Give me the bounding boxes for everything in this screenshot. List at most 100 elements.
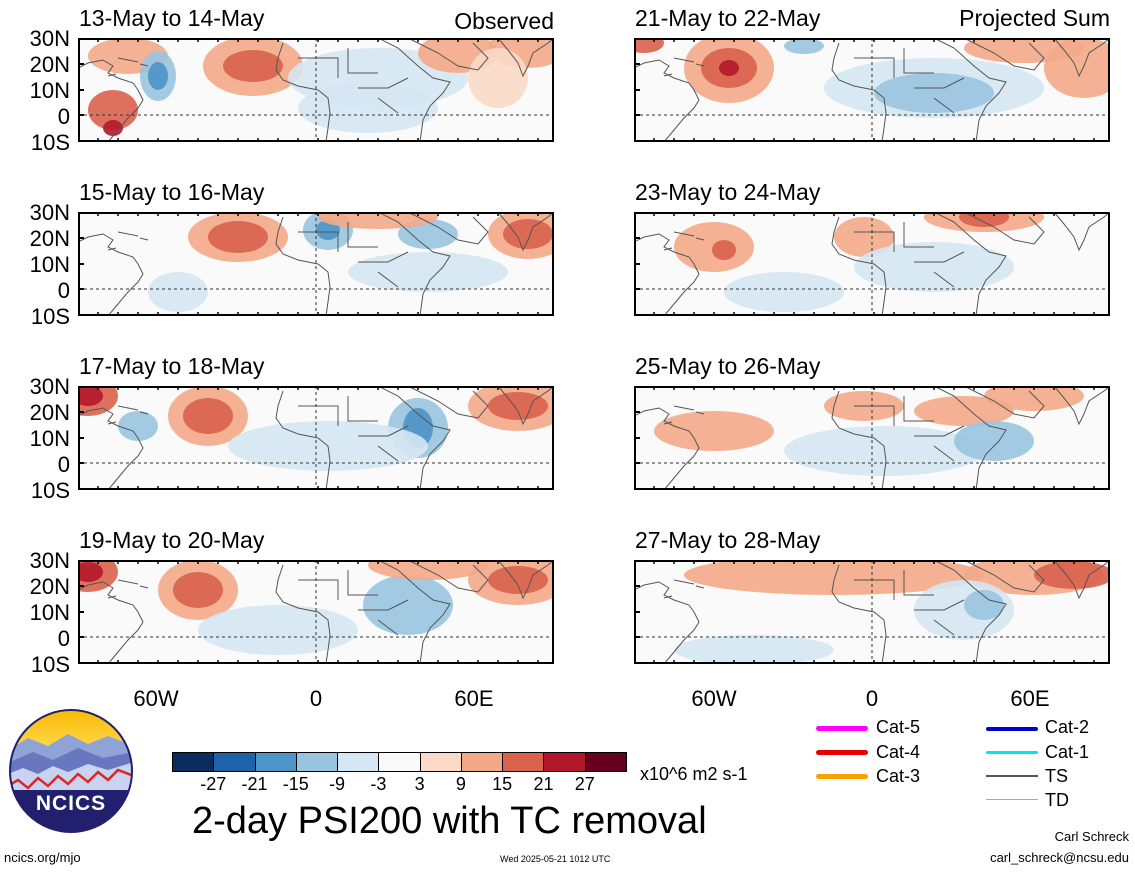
map-panel-projected-1 bbox=[634, 38, 1110, 142]
map-panel-observed-3 bbox=[78, 386, 554, 490]
anomaly-contour bbox=[712, 240, 736, 260]
lat-label: 0 bbox=[57, 452, 70, 477]
legend-line-cat2 bbox=[986, 727, 1038, 731]
coastline bbox=[831, 564, 887, 664]
panel-title-right-2: 23-May to 24-May bbox=[635, 179, 821, 205]
coastline bbox=[1053, 38, 1110, 78]
lat-label: 10S bbox=[30, 130, 70, 155]
lat-label: 20N bbox=[29, 400, 70, 425]
lat-label: 0 bbox=[57, 278, 70, 303]
anomaly-contour bbox=[173, 572, 223, 608]
colorbar-swatch bbox=[378, 752, 421, 772]
coastline bbox=[298, 48, 409, 114]
legend-label-cat2: Cat-2 bbox=[1045, 717, 1090, 737]
panel-title-left-2: 15-May to 16-May bbox=[79, 179, 265, 205]
anomaly-contour bbox=[654, 411, 774, 451]
lat-label: 10N bbox=[29, 426, 70, 451]
legend-label-cat3: Cat-3 bbox=[876, 766, 921, 786]
coastline bbox=[275, 390, 331, 490]
coastline bbox=[634, 581, 700, 664]
colorbar-units: x10^6 m2 s-1 bbox=[640, 764, 748, 784]
anomaly-contour bbox=[148, 272, 208, 312]
anomaly-contour bbox=[964, 590, 1004, 620]
colorbar-tick-label: -9 bbox=[329, 774, 346, 794]
lat-label: 30N bbox=[29, 200, 70, 225]
coastline bbox=[407, 386, 489, 419]
observed-label: Observed bbox=[454, 8, 554, 34]
lon-label: 60E bbox=[454, 686, 494, 711]
coastline bbox=[663, 579, 705, 599]
coastline bbox=[663, 231, 705, 251]
lat-label: 10N bbox=[29, 600, 70, 625]
panel-title-right-4: 27-May to 28-May bbox=[635, 527, 821, 553]
footer-url: ncics.org/mjo bbox=[4, 850, 81, 865]
legend-label-cat5: Cat-5 bbox=[876, 717, 921, 737]
legend-label-cat4: Cat-4 bbox=[876, 742, 921, 762]
colorbar-swatch bbox=[295, 752, 339, 772]
legend-label-td: TD bbox=[1045, 790, 1069, 810]
colorbar-swatch bbox=[460, 752, 504, 772]
coastline bbox=[933, 38, 1007, 142]
footer-author: Carl Schreck bbox=[1054, 829, 1129, 844]
anomaly-contour bbox=[784, 38, 824, 54]
anomaly-contour bbox=[914, 396, 1014, 426]
footer-email: carl_schreck@ncsu.edu bbox=[990, 850, 1129, 865]
coastline bbox=[107, 57, 149, 77]
colorbar-tick-label: 3 bbox=[414, 774, 425, 794]
panel-title-left-1: 13-May to 14-May bbox=[79, 5, 265, 31]
colorbar-swatch bbox=[172, 752, 215, 772]
lat-label: 30N bbox=[29, 374, 70, 399]
footer-timestamp: Wed 2025-05-21 1012 UTC bbox=[500, 854, 611, 864]
anomaly-contour bbox=[103, 120, 123, 136]
lat-label: 10S bbox=[30, 478, 70, 503]
coastline bbox=[407, 560, 489, 593]
coastline bbox=[275, 216, 331, 316]
anomaly-contour bbox=[874, 73, 994, 113]
ncics-logo-icon bbox=[9, 709, 133, 833]
coastline bbox=[78, 581, 144, 664]
coastline bbox=[634, 59, 700, 142]
anomaly-contour bbox=[503, 219, 553, 249]
map-panel-projected-3 bbox=[634, 386, 1110, 490]
panel-title-left-3: 17-May to 18-May bbox=[79, 353, 265, 379]
coastline bbox=[497, 212, 554, 252]
legend-line-ts bbox=[986, 775, 1038, 777]
legend-line-cat5 bbox=[816, 726, 868, 731]
anomaly-contour bbox=[198, 605, 358, 655]
lat-label: 20N bbox=[29, 574, 70, 599]
coastline bbox=[107, 579, 149, 599]
coastline bbox=[963, 560, 1045, 593]
coastline bbox=[497, 386, 554, 426]
coastline bbox=[377, 212, 451, 316]
coastline bbox=[407, 38, 489, 71]
coastline bbox=[634, 233, 700, 316]
anomaly-contour bbox=[223, 50, 283, 82]
anomaly-contour bbox=[118, 411, 158, 441]
panel-title-right-3: 25-May to 26-May bbox=[635, 353, 821, 379]
lat-label: 0 bbox=[57, 104, 70, 129]
coastline bbox=[831, 216, 887, 316]
lon-label: 0 bbox=[309, 686, 323, 711]
map-panel-observed-2 bbox=[78, 212, 554, 316]
colorbar-tick-label: 27 bbox=[574, 774, 595, 794]
coastline bbox=[298, 396, 409, 462]
anomaly-contour bbox=[488, 566, 548, 594]
coastline bbox=[377, 38, 451, 142]
anomaly-contour bbox=[834, 217, 894, 257]
coastline bbox=[78, 59, 144, 142]
lat-label: 10S bbox=[30, 304, 70, 329]
coastline bbox=[854, 396, 965, 462]
coastline bbox=[831, 390, 887, 490]
coastline bbox=[1053, 386, 1110, 426]
lon-label: 60E bbox=[1010, 686, 1050, 711]
coastline bbox=[298, 570, 409, 636]
lon-label: 60W bbox=[133, 686, 179, 711]
lat-label: 10S bbox=[30, 652, 70, 677]
lat-label: 0 bbox=[57, 626, 70, 651]
coastline bbox=[275, 564, 331, 664]
coastline bbox=[663, 57, 705, 77]
colorbar-swatch bbox=[213, 752, 256, 772]
anomaly-contour bbox=[208, 221, 268, 253]
logo-text: NCICS bbox=[35, 792, 107, 815]
coastline bbox=[497, 560, 554, 600]
